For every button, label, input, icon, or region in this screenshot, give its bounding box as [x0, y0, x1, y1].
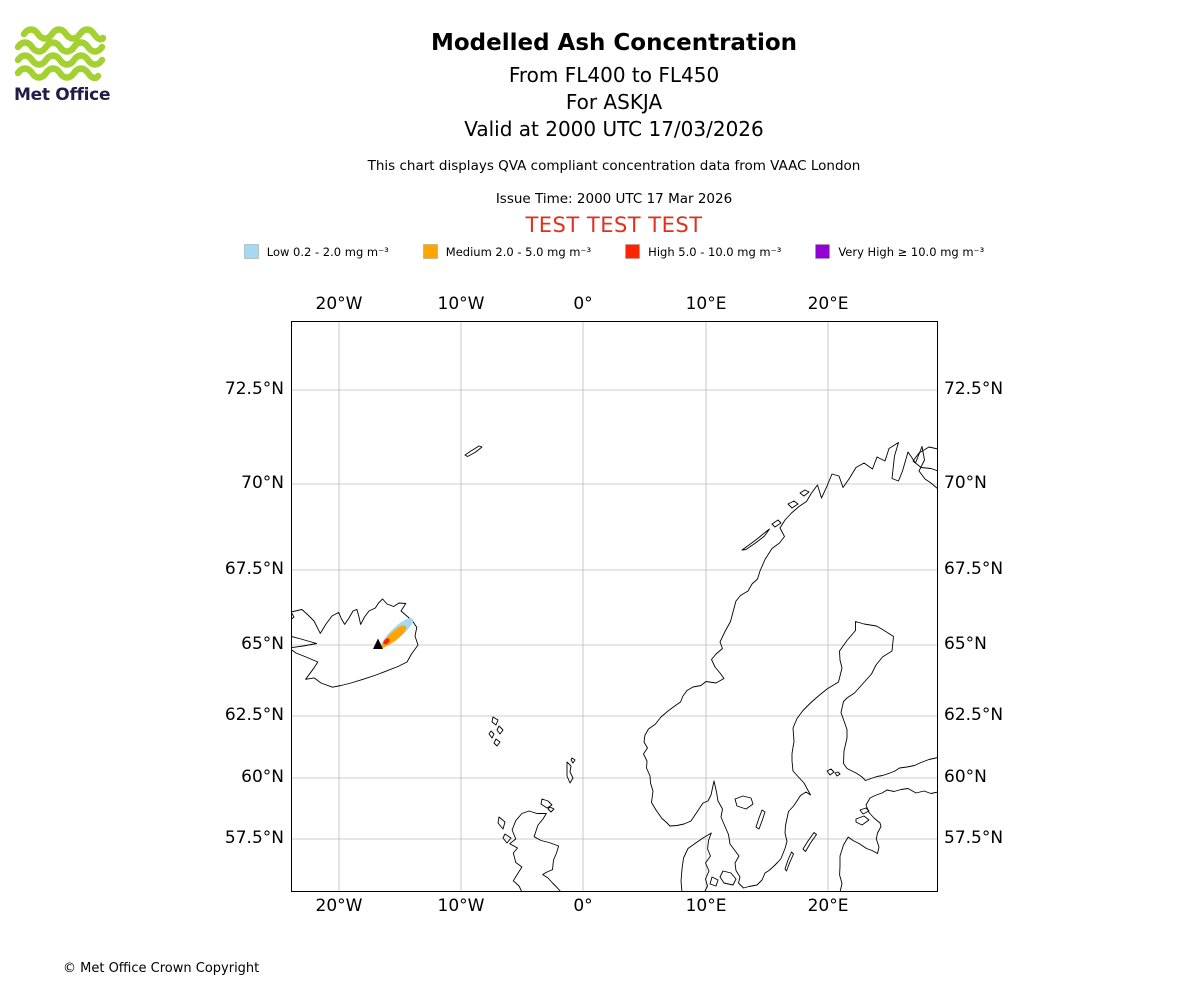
coastlines	[291, 442, 938, 892]
legend-swatch-very-high	[815, 244, 831, 259]
lat-label-right-62-5n: 62.5°N	[944, 705, 1004, 725]
lon-label-top-20e: 20°E	[807, 294, 849, 314]
legend-item-medium: Medium 2.0 - 5.0 mg m⁻³	[423, 244, 591, 259]
legend-label-high: High 5.0 - 10.0 mg m⁻³	[648, 244, 782, 259]
ash-plume-high	[383, 638, 390, 645]
copyright-notice: © Met Office Crown Copyright	[63, 961, 260, 976]
coast-lofoten	[741, 489, 810, 551]
coast-jan-mayen	[464, 445, 483, 457]
lat-label-right-72-5n: 72.5°N	[944, 379, 1004, 399]
coast-oland	[784, 851, 794, 872]
coast-danish-isles	[709, 870, 737, 887]
lat-label-right-60n: 60°N	[944, 767, 987, 787]
logo-waves-icon	[14, 26, 106, 82]
lat-label-right-57-5n: 57.5°N	[944, 828, 1004, 848]
lon-label-bottom-20e: 20°E	[807, 896, 849, 916]
logo-wave-lines	[14, 26, 106, 82]
lat-label-left-65n: 65°N	[241, 634, 284, 654]
lat-label-left-60n: 60°N	[241, 767, 284, 787]
subtitle-block: From FL400 to FL450 For ASKJA Valid at 2…	[14, 62, 1200, 143]
coast-baltics	[839, 788, 938, 892]
lake-vattern	[755, 809, 766, 830]
lake-vanern	[734, 795, 754, 810]
lon-label-bottom-0: 0°	[573, 896, 593, 916]
coast-scandinavia	[643, 442, 938, 889]
subtitle-flight-levels: From FL400 to FL450	[508, 63, 720, 87]
coast-scotland	[509, 810, 562, 892]
lon-label-top-0: 0°	[573, 294, 593, 314]
lon-label-top-10w: 10°W	[437, 294, 485, 314]
coast-estonian-isles	[855, 807, 870, 826]
legend-label-very-high: Very High ≥ 10.0 mg m⁻³	[838, 244, 985, 259]
page-title: Modelled Ash Concentration	[430, 30, 798, 56]
map-border	[291, 321, 938, 892]
compliance-note: This chart displays QVA compliant concen…	[367, 158, 861, 174]
lat-label-left-62-5n: 62.5°N	[224, 705, 284, 725]
legend-label-low: Low 0.2 - 2.0 mg m⁻³	[266, 244, 389, 259]
graticule	[291, 321, 938, 892]
met-office-logo: Met Office	[14, 26, 118, 105]
lon-label-bottom-10e: 10°E	[685, 896, 727, 916]
subtitle-valid-time: Valid at 2000 UTC 17/03/2026	[464, 117, 764, 141]
ash-plume	[373, 618, 414, 649]
logo-text: Met Office	[14, 85, 111, 105]
test-banner: TEST TEST TEST	[525, 213, 703, 237]
coast-gotland	[802, 832, 817, 852]
lat-label-left-72-5n: 72.5°N	[224, 379, 284, 399]
map-canvas	[291, 321, 938, 892]
legend-swatch-high	[625, 244, 640, 259]
coast-faroes	[488, 716, 504, 747]
legend-swatch-low	[244, 244, 259, 259]
legend-label-medium: Medium 2.0 - 5.0 mg m⁻³	[445, 244, 592, 259]
legend: Low 0.2 - 2.0 mg m⁻³ Medium 2.0 - 5.0 mg…	[14, 244, 1200, 259]
coast-hebrides	[497, 816, 512, 844]
lat-label-right-65n: 65°N	[944, 634, 987, 654]
lat-label-left-57-5n: 57.5°N	[224, 828, 284, 848]
lat-label-right-70n: 70°N	[944, 473, 987, 493]
coast-shetland	[566, 757, 576, 784]
lat-label-left-67-5n: 67.5°N	[224, 559, 284, 579]
legend-item-high: High 5.0 - 10.0 mg m⁻³	[625, 244, 781, 259]
coast-varanger	[912, 446, 938, 472]
legend-item-low: Low 0.2 - 2.0 mg m⁻³	[244, 244, 389, 259]
coast-orkney	[540, 798, 555, 813]
volcano-marker-icon	[373, 638, 383, 649]
legend-swatch-medium	[423, 244, 438, 259]
subtitle-volcano: For ASKJA	[565, 90, 663, 114]
coast-iceland	[291, 598, 419, 688]
lat-label-right-67-5n: 67.5°N	[944, 559, 1004, 579]
lon-label-bottom-20w: 20°W	[315, 896, 363, 916]
coast-aland	[826, 768, 841, 777]
legend-item-very-high: Very High ≥ 10.0 mg m⁻³	[815, 244, 984, 259]
issue-time: Issue Time: 2000 UTC 17 Mar 2026	[495, 191, 733, 207]
lon-label-top-10e: 10°E	[685, 294, 727, 314]
lon-label-top-20w: 20°W	[315, 294, 363, 314]
lat-label-left-70n: 70°N	[241, 473, 284, 493]
lon-label-bottom-10w: 10°W	[437, 896, 485, 916]
coast-denmark	[680, 832, 712, 892]
